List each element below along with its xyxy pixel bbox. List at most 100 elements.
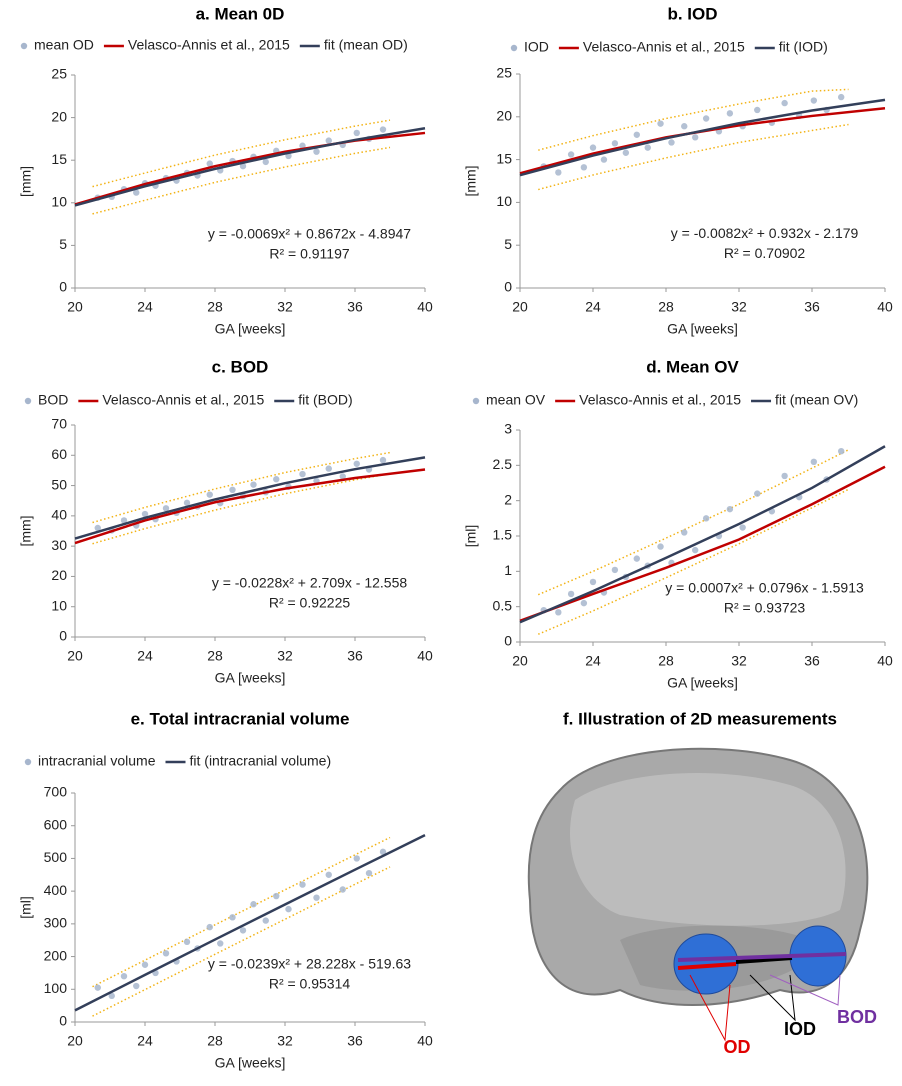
data-point — [217, 940, 224, 947]
legend-marker — [510, 44, 518, 52]
data-point — [838, 93, 845, 101]
annotation: R² = 0.92225 — [269, 595, 351, 611]
data-point — [94, 984, 101, 991]
legend-label: Velasco-Annis et al., 2015 — [102, 392, 264, 408]
x-tick-label: 24 — [137, 1033, 153, 1049]
x-tick-label: 32 — [731, 653, 747, 669]
y-tick-label: 70 — [51, 416, 67, 432]
chart-panel: b. IOD 0 5 10 15 20 25 20 24 28 32 36 40 GA [weeks] [m… — [463, 4, 893, 336]
data-point — [668, 139, 675, 146]
fit-line — [74, 127, 426, 207]
confidence-band — [538, 123, 849, 191]
x-tick-label: 28 — [207, 1033, 223, 1049]
y-tick-label: 10 — [51, 194, 67, 210]
data-point — [206, 160, 213, 167]
confidence-band — [92, 836, 391, 988]
data-point — [681, 529, 688, 536]
y-axis-label: [mm] — [18, 166, 34, 197]
x-tick-label: 20 — [67, 1033, 83, 1049]
data-point — [611, 140, 619, 147]
legend-label: intracranial volume — [38, 753, 156, 769]
data-point — [726, 505, 734, 513]
fit-line — [74, 131, 426, 206]
data-point — [239, 162, 247, 170]
y-tick-label: 40 — [51, 507, 67, 523]
data-point — [339, 886, 346, 893]
iod-label: IOD — [784, 1019, 816, 1039]
data-point — [681, 123, 688, 130]
y-tick-label: 5 — [504, 236, 512, 252]
chart-title: a. Mean 0D — [196, 4, 285, 23]
y-tick-label: 400 — [44, 882, 68, 898]
y-tick-label: 700 — [44, 784, 68, 800]
confidence-band — [92, 451, 391, 524]
x-tick-label: 24 — [137, 648, 153, 664]
y-tick-label: 10 — [496, 193, 512, 209]
eye-left — [673, 933, 739, 995]
data-point — [133, 982, 140, 990]
x-tick-label: 28 — [658, 653, 674, 669]
data-point — [353, 855, 360, 862]
data-point — [120, 517, 128, 524]
legend-label: IOD — [524, 39, 549, 55]
chart-panel: e. Total intracranial volume 0 100 200 300 40… — [18, 709, 433, 1070]
legend-label: Velasco-Annis et al., 2015 — [583, 39, 745, 55]
data-point — [622, 149, 630, 156]
data-point — [589, 578, 597, 586]
y-axis-label: [mm] — [18, 515, 34, 546]
data-point — [580, 164, 588, 171]
x-tick-label: 28 — [658, 299, 674, 315]
data-point — [262, 917, 269, 924]
y-tick-label: 0 — [504, 633, 512, 649]
y-tick-label: 2.5 — [493, 456, 513, 472]
data-point — [810, 458, 818, 465]
x-tick-label: 36 — [347, 299, 363, 315]
data-point — [229, 914, 236, 921]
y-tick-label: 15 — [496, 150, 512, 166]
chart-title: b. IOD — [667, 4, 717, 23]
data-point — [379, 848, 387, 856]
annotation: y = 0.0007x² + 0.0796x - 1.5913 — [665, 580, 864, 596]
x-tick-label: 32 — [277, 648, 293, 664]
y-tick-label: 200 — [44, 947, 68, 963]
legend-label: mean OV — [486, 392, 546, 408]
x-tick-label: 40 — [417, 299, 433, 315]
data-point — [702, 115, 710, 122]
data-point — [600, 156, 608, 163]
annotation: R² = 0.70902 — [724, 245, 806, 261]
x-tick-label: 40 — [417, 648, 433, 664]
legend-label: fit (mean OV) — [775, 392, 858, 408]
data-point — [580, 599, 588, 607]
data-point — [108, 992, 115, 1000]
data-point — [133, 189, 140, 196]
y-axis-label: [mm] — [463, 165, 479, 196]
data-point — [567, 151, 575, 158]
y-tick-label: 0.5 — [493, 597, 513, 613]
fit-line — [74, 468, 426, 545]
y-tick-label: 300 — [44, 915, 68, 931]
x-tick-label: 36 — [347, 1033, 363, 1049]
y-tick-label: 3 — [504, 421, 512, 437]
data-point — [325, 465, 332, 472]
x-tick-label: 32 — [277, 299, 293, 315]
y-axis-label: [ml] — [18, 896, 34, 919]
data-point — [162, 950, 170, 957]
y-tick-label: 15 — [51, 151, 67, 167]
y-tick-label: 5 — [59, 236, 67, 252]
annotation: y = -0.0069x² + 0.8672x - 4.8947 — [208, 225, 411, 241]
x-axis-label: GA [weeks] — [215, 670, 286, 686]
annotation: y = -0.0082x² + 0.932x - 2.179 — [671, 225, 859, 241]
data-point — [555, 609, 562, 616]
data-point — [754, 490, 761, 497]
confidence-band — [537, 449, 849, 596]
annotation: R² = 0.91197 — [269, 245, 350, 261]
data-point — [206, 923, 213, 931]
iod-line — [735, 956, 793, 964]
data-point — [239, 927, 247, 934]
data-point — [633, 131, 640, 138]
data-point — [262, 158, 269, 166]
chart-title: e. Total intracranial volume — [131, 709, 350, 728]
confidence-band — [92, 866, 391, 1017]
data-point — [353, 129, 360, 137]
y-tick-label: 0 — [59, 628, 67, 644]
